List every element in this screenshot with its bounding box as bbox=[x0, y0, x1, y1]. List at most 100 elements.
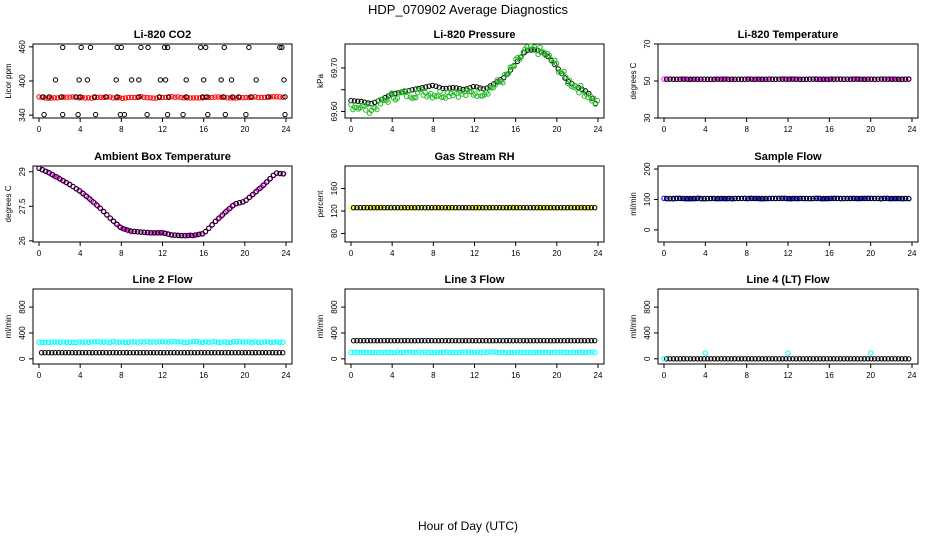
data-point bbox=[85, 95, 92, 101]
data-point bbox=[810, 76, 816, 82]
data-point bbox=[141, 339, 147, 345]
data-point bbox=[120, 350, 126, 356]
data-point bbox=[150, 339, 156, 345]
series-lo bbox=[40, 94, 288, 100]
data-point bbox=[754, 76, 760, 82]
data-point bbox=[508, 349, 515, 355]
data-point bbox=[138, 229, 144, 235]
data-point bbox=[183, 77, 189, 83]
data-point bbox=[266, 350, 272, 356]
data-point bbox=[684, 195, 690, 202]
data-point bbox=[698, 76, 704, 82]
data-point bbox=[570, 349, 576, 355]
data-point bbox=[738, 195, 745, 202]
data-point bbox=[371, 205, 377, 211]
x-tick-label: 24 bbox=[594, 371, 603, 380]
data-point bbox=[807, 195, 813, 202]
data-point bbox=[820, 356, 827, 362]
data-point bbox=[704, 195, 711, 202]
data-point bbox=[104, 212, 110, 218]
data-point bbox=[91, 94, 98, 100]
data-point bbox=[49, 350, 55, 356]
chart-panel-4: Ambient Box Temperature degrees C 0 4 8 12 16 2… bbox=[4, 151, 293, 258]
x-tick-label: 8 bbox=[431, 249, 436, 258]
data-point bbox=[96, 350, 103, 356]
data-point bbox=[769, 356, 775, 362]
data-point bbox=[130, 350, 137, 356]
data-point bbox=[348, 349, 354, 356]
data-point bbox=[140, 350, 147, 356]
data-point bbox=[732, 195, 738, 202]
data-point bbox=[374, 338, 380, 344]
x-tick-label: 0 bbox=[37, 125, 42, 134]
data-point bbox=[505, 70, 512, 77]
data-point bbox=[400, 349, 407, 356]
data-point bbox=[725, 76, 731, 82]
data-point bbox=[831, 76, 837, 82]
data-point bbox=[674, 356, 680, 362]
data-point bbox=[181, 339, 187, 346]
data-point bbox=[440, 349, 447, 356]
data-point bbox=[735, 76, 741, 82]
data-point bbox=[70, 339, 76, 345]
data-point bbox=[841, 195, 847, 202]
data-point bbox=[785, 350, 791, 356]
data-point bbox=[885, 356, 891, 362]
data-point bbox=[277, 94, 283, 100]
data-point bbox=[848, 76, 854, 82]
x-tick-label: 0 bbox=[37, 371, 42, 380]
data-point bbox=[354, 349, 360, 355]
x-tick-label: 20 bbox=[866, 371, 875, 380]
data-point bbox=[592, 205, 598, 211]
data-point bbox=[844, 195, 850, 202]
data-point bbox=[500, 205, 506, 211]
data-point bbox=[553, 60, 560, 67]
data-point bbox=[749, 356, 755, 362]
data-point bbox=[357, 205, 364, 211]
x-tick-label: 4 bbox=[390, 249, 395, 258]
data-point bbox=[824, 356, 830, 362]
data-point bbox=[83, 350, 89, 356]
data-point bbox=[463, 92, 469, 99]
data-point bbox=[246, 44, 252, 51]
y-tick-label: 0 bbox=[18, 356, 27, 361]
data-point bbox=[742, 356, 748, 362]
x-tick-label: 8 bbox=[744, 249, 749, 258]
data-point bbox=[718, 195, 724, 202]
main-title: HDP_070902 Average Diagnostics bbox=[368, 2, 568, 17]
data-point bbox=[783, 76, 789, 82]
data-point bbox=[769, 76, 775, 82]
data-point bbox=[533, 47, 539, 53]
data-point bbox=[113, 339, 119, 345]
data-point bbox=[201, 350, 208, 356]
data-point bbox=[261, 339, 268, 345]
data-point bbox=[773, 195, 779, 202]
data-point bbox=[503, 205, 510, 211]
data-point bbox=[388, 338, 394, 344]
data-point bbox=[359, 102, 365, 109]
x-tick-label: 16 bbox=[199, 125, 208, 134]
data-point bbox=[892, 195, 898, 202]
data-point bbox=[711, 76, 717, 82]
data-point bbox=[162, 94, 169, 101]
x-tick-label: 8 bbox=[119, 249, 124, 258]
data-point bbox=[70, 94, 76, 100]
data-point bbox=[803, 195, 810, 202]
chart-panel-5: Gas Stream RH percent 0 4 8 12 16 20 24 80 120 160 bbox=[316, 151, 605, 258]
data-point bbox=[578, 82, 584, 89]
data-point bbox=[899, 76, 905, 82]
data-point bbox=[452, 205, 459, 211]
data-point bbox=[153, 339, 160, 345]
data-point bbox=[407, 205, 413, 211]
data-point bbox=[60, 44, 66, 51]
data-point bbox=[485, 91, 491, 97]
x-tick-label: 16 bbox=[199, 249, 208, 258]
data-point bbox=[121, 111, 128, 118]
data-point bbox=[745, 76, 752, 82]
x-tick-label: 0 bbox=[662, 371, 667, 380]
data-point bbox=[51, 339, 58, 345]
data-point bbox=[134, 350, 140, 356]
data-point bbox=[87, 196, 93, 202]
data-point bbox=[738, 356, 745, 362]
data-point bbox=[868, 350, 874, 356]
